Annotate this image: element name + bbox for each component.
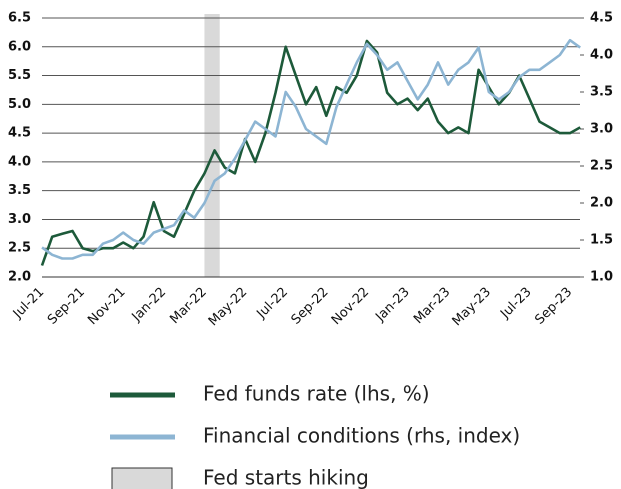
series-line — [40, 39, 581, 266]
y2-tick-label: 2.0 — [590, 196, 613, 211]
x-tick-label: Jul-22 — [254, 285, 291, 322]
x-tick-label: Jul-21 — [10, 285, 47, 322]
y-tick-label: 3.5 — [8, 183, 31, 198]
x-tick-label: Nov-22 — [329, 285, 372, 328]
y-tick-label: 6.5 — [8, 11, 31, 26]
x-tick-label: Jan-22 — [129, 285, 170, 326]
x-tick-label: Jul-23 — [497, 285, 534, 322]
x-tick-label: Sep-21 — [45, 285, 88, 328]
y-tick-label: 2.5 — [8, 241, 31, 256]
y-tick-label: 3.0 — [8, 212, 31, 227]
y2-tick-label: 3.5 — [590, 85, 613, 100]
x-tick-label: Mar-23 — [411, 285, 453, 327]
y2-tick-label: 1.0 — [590, 270, 613, 285]
legend-swatch — [111, 467, 173, 489]
y-tick-label: 2.0 — [8, 270, 31, 285]
y-tick-label: 4.0 — [8, 154, 31, 169]
legend-label: Financial conditions (rhs, index) — [203, 424, 520, 448]
y-tick-label: 4.5 — [8, 126, 31, 141]
highlight-band — [204, 14, 220, 277]
y2-tick-label: 4.0 — [590, 48, 613, 63]
y2-tick-label: 1.5 — [590, 233, 613, 248]
x-tick-label: Mar-22 — [167, 285, 209, 327]
x-tick-label: May-23 — [450, 285, 494, 329]
x-tick-label: May-22 — [206, 285, 250, 329]
y2-tick-label: 4.5 — [590, 11, 613, 26]
x-tick-label: Nov-21 — [85, 285, 128, 328]
y-tick-label: 5.5 — [8, 68, 31, 83]
y2-tick-label: 3.0 — [590, 122, 613, 137]
y-tick-label: 5.0 — [8, 97, 31, 112]
legend-label: Fed funds rate (lhs, %) — [203, 382, 430, 406]
legend-label: Fed starts hiking — [203, 466, 369, 489]
series-line — [41, 38, 581, 260]
y2-tick-label: 2.5 — [590, 159, 613, 174]
x-tick-label: Sep-22 — [289, 285, 332, 328]
x-tick-label: Jan-23 — [372, 285, 413, 326]
x-tick-label: Sep-23 — [532, 285, 575, 328]
y-tick-label: 6.0 — [8, 39, 31, 54]
